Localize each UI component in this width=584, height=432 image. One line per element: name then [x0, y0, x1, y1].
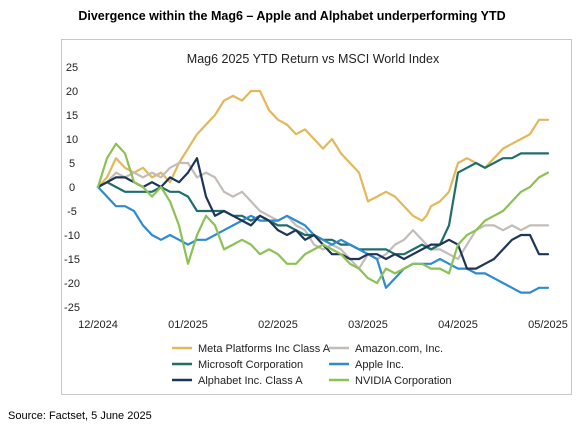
legend-label: Meta Platforms Inc Class A — [198, 343, 331, 355]
legend-label: Microsoft Corporation — [198, 359, 303, 371]
x-tick-label: 02/2025 — [258, 319, 298, 331]
x-tick-label: 04/2025 — [438, 319, 478, 331]
legend-label: Alphabet Inc. Class A — [198, 375, 303, 387]
x-axis-ticks: 12/2024 01/2025 02/2025 03/2025 04/2025 05/20… — [78, 319, 568, 331]
series-line — [96, 157, 550, 270]
x-tick-label: 12/2024 — [78, 319, 118, 331]
series-line — [96, 142, 550, 285]
y-tick-label: 0 — [69, 182, 75, 194]
source-note: Source: Factset, 5 June 2025 — [8, 410, 152, 422]
y-tick-label: -10 — [64, 230, 80, 242]
y-tick-label: -20 — [64, 278, 80, 290]
series-line — [96, 161, 550, 270]
x-tick-label: 01/2025 — [168, 319, 208, 331]
series-line — [96, 185, 550, 294]
y-tick-label: -25 — [64, 302, 80, 314]
y-tick-label: 5 — [69, 158, 75, 170]
y-tick-label: 20 — [66, 86, 78, 98]
legend-label: NVIDIA Corporation — [355, 375, 452, 387]
y-tick-label: 25 — [66, 62, 78, 74]
chart-title: Mag6 2025 YTD Return vs MSCI World Index — [187, 52, 440, 66]
y-tick-label: 15 — [66, 110, 78, 122]
series-lines — [96, 89, 550, 294]
legend: Meta Platforms Inc Class A Amazon.com, In… — [172, 343, 452, 387]
page-title: Divergence within the Mag6 – Apple and A… — [78, 9, 506, 23]
y-axis-ticks: 25 20 15 10 5 0 -5 -10 -15 -20 -25 — [64, 62, 80, 314]
legend-label: Apple Inc. — [355, 359, 404, 371]
series-line — [96, 89, 550, 222]
chart-panel — [61, 39, 572, 395]
y-tick-label: -5 — [67, 206, 77, 218]
legend-label: Amazon.com, Inc. — [355, 343, 443, 355]
y-tick-label: 10 — [66, 134, 78, 146]
x-tick-label: 03/2025 — [348, 319, 388, 331]
x-tick-label: 05/2025 — [528, 319, 568, 331]
y-tick-label: -15 — [64, 254, 80, 266]
